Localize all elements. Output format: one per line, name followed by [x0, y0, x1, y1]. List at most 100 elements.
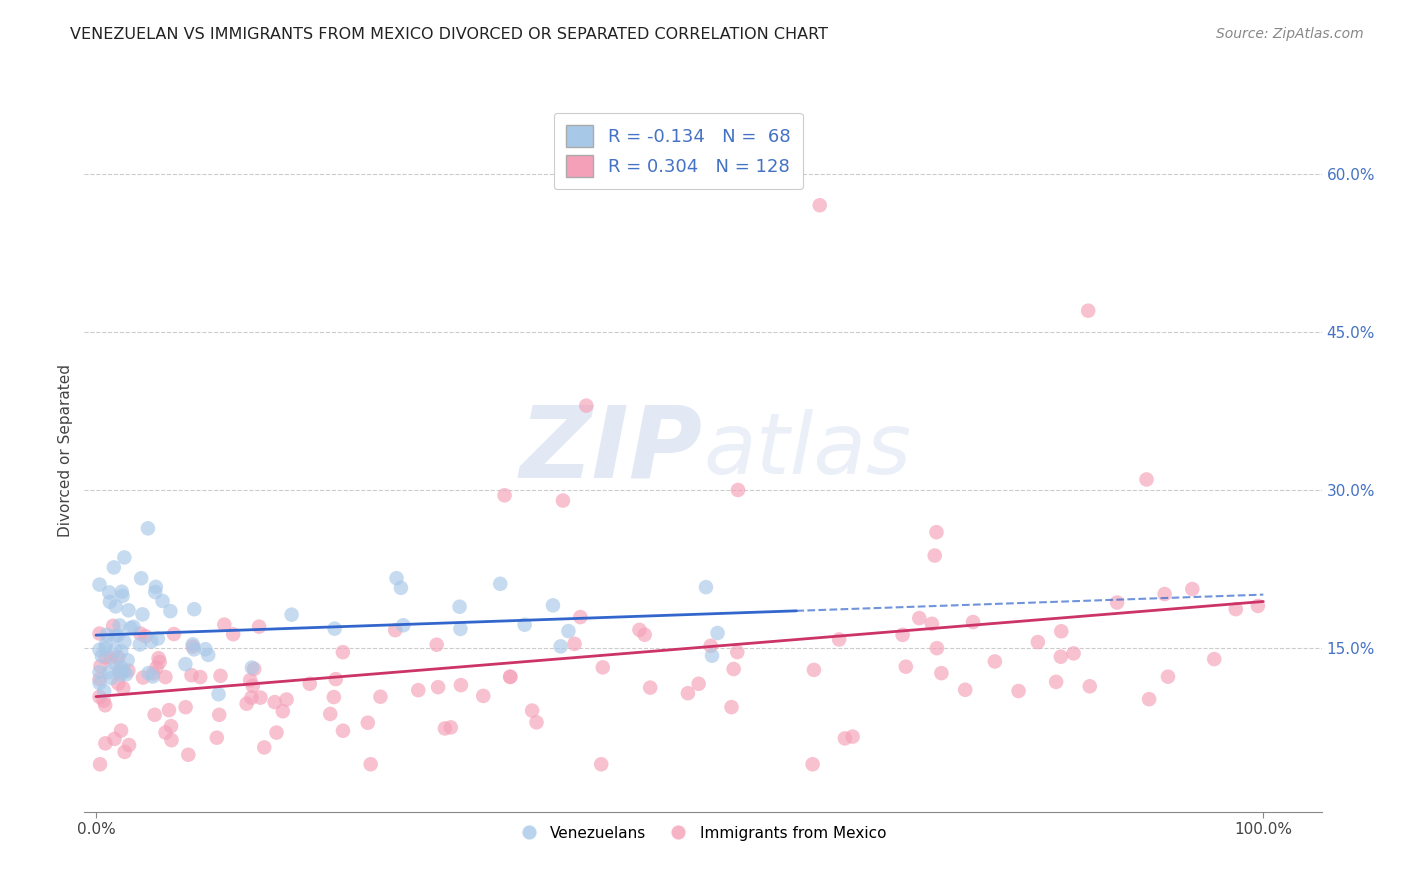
- Point: [449, 622, 471, 636]
- Point: [551, 493, 574, 508]
- Point: [152, 594, 174, 608]
- Point: [541, 599, 564, 613]
- Point: [323, 622, 346, 636]
- Point: [676, 686, 699, 700]
- Text: atlas: atlas: [703, 409, 911, 492]
- Point: [891, 628, 914, 642]
- Point: [117, 603, 139, 617]
- Point: [370, 690, 392, 704]
- Point: [720, 700, 742, 714]
- Point: [271, 704, 294, 718]
- Point: [499, 670, 522, 684]
- Point: [725, 645, 748, 659]
- Point: [1181, 582, 1204, 596]
- Point: [1204, 652, 1226, 666]
- Point: [163, 627, 186, 641]
- Point: [828, 632, 851, 647]
- Point: [1157, 670, 1180, 684]
- Point: [357, 715, 380, 730]
- Point: [110, 667, 132, 681]
- Point: [111, 589, 134, 603]
- Point: [921, 616, 943, 631]
- Point: [325, 672, 347, 686]
- Point: [138, 666, 160, 681]
- Point: [222, 627, 245, 641]
- Point: [94, 638, 117, 652]
- Point: [243, 662, 266, 676]
- Y-axis label: Divorced or Separated: Divorced or Separated: [58, 364, 73, 537]
- Point: [112, 665, 135, 679]
- Point: [89, 676, 111, 690]
- Point: [155, 670, 177, 684]
- Point: [183, 642, 205, 657]
- Point: [142, 669, 165, 683]
- Point: [160, 733, 183, 747]
- Point: [89, 626, 111, 640]
- Point: [132, 671, 155, 685]
- Point: [94, 736, 117, 750]
- Point: [592, 660, 614, 674]
- Point: [984, 655, 1007, 669]
- Point: [149, 655, 172, 669]
- Point: [117, 664, 139, 678]
- Point: [107, 676, 129, 690]
- Point: [180, 668, 202, 682]
- Point: [247, 619, 270, 633]
- Point: [142, 666, 165, 681]
- Point: [174, 657, 197, 672]
- Point: [449, 599, 471, 614]
- Point: [146, 632, 169, 646]
- Point: [117, 653, 139, 667]
- Point: [111, 584, 134, 599]
- Point: [953, 682, 976, 697]
- Point: [141, 634, 163, 648]
- Point: [557, 624, 579, 638]
- Point: [1225, 602, 1247, 616]
- Point: [1063, 646, 1085, 660]
- Point: [209, 669, 232, 683]
- Point: [94, 641, 117, 656]
- Point: [207, 687, 229, 701]
- Point: [96, 628, 118, 642]
- Point: [433, 722, 456, 736]
- Point: [104, 599, 127, 614]
- Point: [114, 745, 136, 759]
- Point: [205, 731, 228, 745]
- Point: [157, 703, 180, 717]
- Point: [494, 488, 516, 502]
- Point: [97, 665, 120, 680]
- Point: [1135, 473, 1157, 487]
- Point: [1050, 649, 1073, 664]
- Point: [1153, 587, 1175, 601]
- Point: [107, 629, 129, 643]
- Point: [89, 757, 111, 772]
- Point: [319, 706, 342, 721]
- Point: [298, 677, 321, 691]
- Point: [181, 640, 204, 654]
- Point: [89, 659, 111, 673]
- Point: [148, 651, 170, 665]
- Point: [695, 580, 717, 594]
- Point: [115, 667, 138, 681]
- Point: [129, 626, 152, 640]
- Point: [472, 689, 495, 703]
- Point: [174, 700, 197, 714]
- Point: [120, 621, 142, 635]
- Point: [110, 660, 132, 674]
- Point: [834, 731, 856, 746]
- Point: [427, 680, 450, 694]
- Point: [520, 704, 543, 718]
- Point: [136, 521, 159, 535]
- Text: ZIP: ZIP: [520, 402, 703, 499]
- Point: [263, 695, 285, 709]
- Point: [1045, 674, 1067, 689]
- Point: [118, 738, 141, 752]
- Point: [183, 602, 205, 616]
- Point: [801, 757, 824, 772]
- Point: [159, 604, 181, 618]
- Point: [104, 643, 127, 657]
- Point: [208, 707, 231, 722]
- Point: [100, 671, 122, 685]
- Point: [89, 643, 111, 657]
- Point: [94, 650, 117, 665]
